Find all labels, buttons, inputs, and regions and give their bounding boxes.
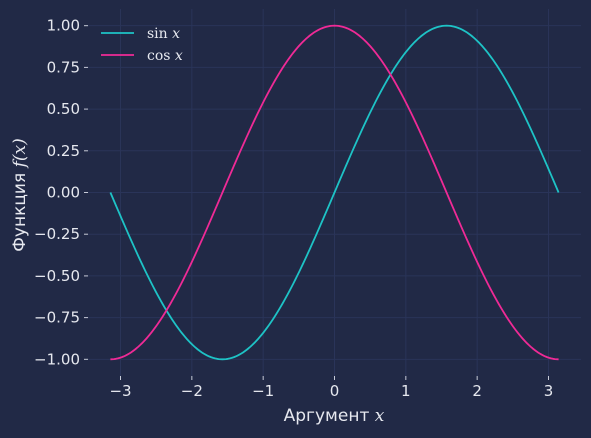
legend-label-sin: sin x — [147, 26, 180, 42]
series-lines — [109, 24, 560, 361]
y-tick-label: 0.25 — [47, 142, 80, 160]
y-tick-label: 0.00 — [47, 184, 80, 202]
y-tick-label: 1.00 — [47, 17, 80, 35]
y-tick-label: −1.00 — [34, 350, 80, 368]
series-line-cos — [110, 24, 559, 361]
y-tick-label: −0.75 — [34, 309, 80, 327]
y-tick-label: −0.25 — [34, 225, 80, 243]
series-line-sin — [109, 24, 560, 361]
x-tick-label: −3 — [109, 382, 131, 400]
x-axis-label: Аргумент x — [284, 406, 385, 426]
y-tick-label: 0.50 — [47, 100, 80, 118]
x-tick-label: −1 — [252, 382, 274, 400]
x-tick-label: 3 — [544, 382, 554, 400]
grid — [88, 9, 581, 376]
legend: sin x cos x — [101, 26, 183, 64]
y-tick-label: −0.50 — [34, 267, 80, 285]
x-tick-label: 2 — [472, 382, 482, 400]
y-tick-label: 0.75 — [47, 58, 80, 76]
x-axis-ticks: −3 −2 −1 0 1 2 3 — [109, 376, 553, 400]
x-tick-label: −2 — [181, 382, 203, 400]
x-tick-label: 1 — [401, 382, 411, 400]
y-axis-ticks: −1.00 −0.75 −0.50 −0.25 0.00 0.25 0.50 0.75 1.00 — [34, 17, 88, 368]
y-axis-label: Функция f(x) — [10, 138, 30, 251]
x-tick-label: 0 — [330, 382, 340, 400]
legend-label-cos: cos x — [147, 48, 183, 64]
